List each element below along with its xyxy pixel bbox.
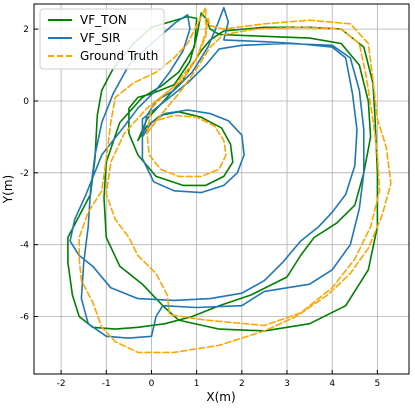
legend: VF_TON VF_SIR Ground Truth: [39, 8, 165, 70]
series-layer: [67, 6, 392, 354]
x-tick-label: 4: [329, 379, 335, 389]
y-tick-label: -6: [20, 313, 29, 323]
y-tick-label: 0: [23, 97, 29, 107]
x-tick-label: 2: [239, 379, 245, 389]
y-tick-label: -4: [20, 241, 29, 251]
x-tick-label: -2: [57, 379, 66, 389]
series-line-vf-ton: [67, 12, 379, 332]
x-axis-label: X(m): [206, 390, 235, 404]
x-tick-label: 5: [375, 379, 381, 389]
y-tick-label: -2: [20, 169, 29, 179]
legend-box: [39, 8, 165, 70]
series-line-ground-truth: [78, 6, 392, 354]
legend-label-ground-truth: Ground Truth: [80, 49, 158, 63]
x-tick-label: 3: [284, 379, 290, 389]
x-tick-label: 0: [149, 379, 155, 389]
x-tick-label: 1: [194, 379, 200, 389]
y-tick-label: 2: [23, 25, 29, 35]
x-tick-label: -1: [102, 379, 111, 389]
y-axis-label: Y(m): [1, 175, 15, 204]
plot-frame: [33, 3, 410, 375]
legend-label-vf-sir: VF_SIR: [80, 31, 121, 45]
series-line-vf-sir: [69, 6, 365, 339]
legend-label-vf-ton: VF_TON: [80, 13, 127, 27]
ticks: -2 -1 0 1 2 3 4 5 2 0 -2 -4 -6: [20, 25, 380, 389]
